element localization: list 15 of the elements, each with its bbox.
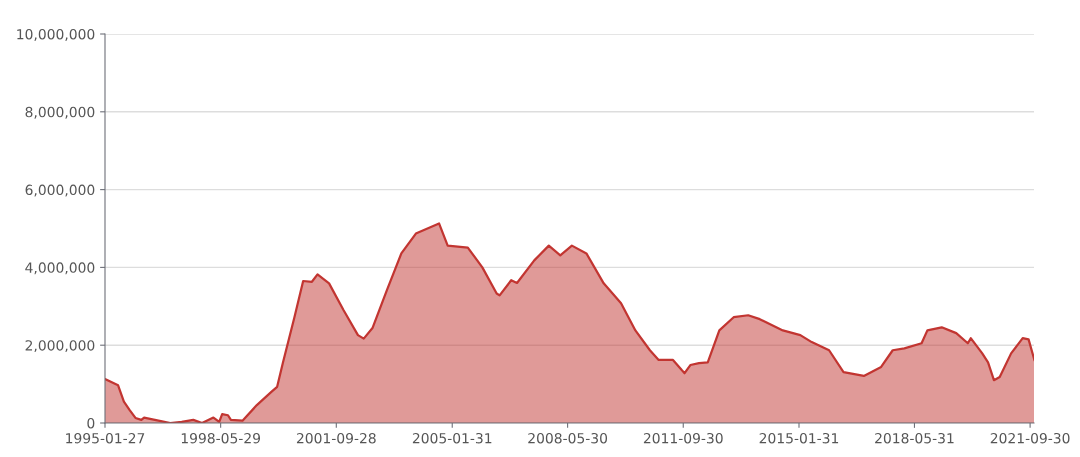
y-tick-label: 2,000,000 [25, 340, 95, 353]
y-tick-label: 0 [87, 417, 95, 429]
x-tick-label: 2008-05-30 [528, 432, 608, 444]
x-tick-label: 2001-09-28 [296, 432, 376, 444]
x-tick-label: 1995-01-27 [66, 432, 145, 444]
y-tick-label: 10,000,000 [17, 28, 95, 41]
x-tick-label: 1998-05-29 [181, 432, 261, 444]
x-tick-label: 2018-05-31 [875, 432, 954, 444]
y-tick-label: 8,000,000 [25, 106, 95, 119]
x-tick-label: 2021-09-30 [990, 432, 1070, 444]
x-tick-label: 2005-01-31 [412, 432, 492, 444]
y-tick-label: 6,000,000 [25, 184, 95, 197]
x-tick-label: 2015-01-31 [759, 432, 839, 444]
y-tick-label: 4,000,000 [25, 262, 95, 275]
x-tick-label: 2011-09-30 [643, 432, 723, 444]
